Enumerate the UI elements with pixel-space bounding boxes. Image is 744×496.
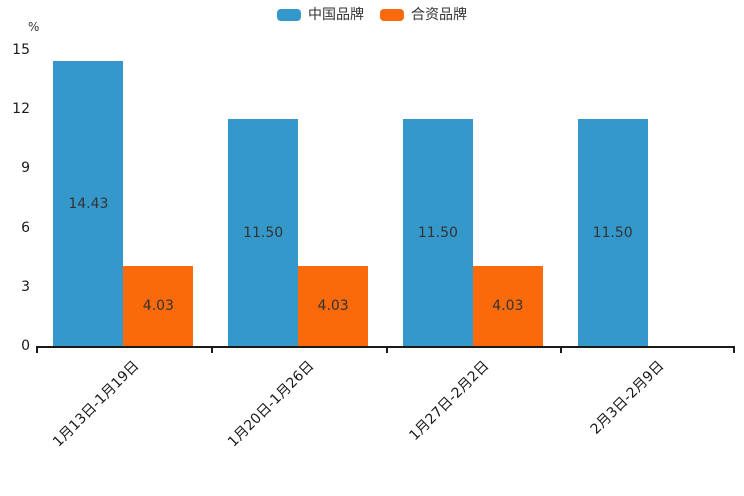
y-tick-label: 12 (12, 101, 30, 118)
legend-item-joint-venture-brands[interactable]: 合资品牌 (380, 8, 467, 22)
legend-label-china-brands: 中国品牌 (308, 7, 364, 23)
x-axis-tick (36, 348, 38, 353)
legend-swatch-china-brands-icon (277, 9, 301, 21)
x-axis-line (36, 346, 735, 348)
bar-value-label: 4.03 (492, 298, 524, 315)
legend-item-china-brands[interactable]: 中国品牌 (277, 8, 364, 22)
bar-value-label: 11.50 (592, 224, 633, 241)
bar-value-label: 11.50 (417, 224, 458, 241)
y-tick-label: 15 (12, 42, 30, 58)
x-category-label: 1月13日-1月19日 (50, 358, 143, 451)
bar-value-label: 4.03 (142, 298, 174, 315)
legend: 中国品牌 合资品牌 (0, 8, 744, 22)
bar-value-label: 4.03 (317, 298, 349, 315)
bar-中国品牌-1月13日-1月19日[interactable] (53, 61, 124, 346)
y-tick-label: 3 (21, 278, 30, 295)
x-axis-tick (385, 348, 388, 353)
legend-label-joint-venture-brands: 合资品牌 (411, 7, 467, 23)
x-axis-tick (560, 348, 563, 353)
bar-合资品牌-1月20日-1月26日[interactable] (298, 266, 369, 346)
x-axis-tick (210, 348, 213, 353)
bar-合资品牌-1月13日-1月19日[interactable] (123, 266, 194, 346)
plot-area: 14.43 4.03 1月13日-1月19日 11.50 4.03 1月20日-1月26日… (36, 50, 735, 450)
x-axis-tick (733, 348, 735, 353)
bar-value-label: 11.50 (243, 224, 284, 241)
bar-中国品牌-1月20日-1月26日[interactable] (228, 119, 299, 346)
legend-swatch-joint-venture-brands-icon (380, 9, 404, 21)
y-tick-label: 0 (21, 338, 30, 354)
bar-中国品牌-2月3日-2月9日[interactable] (577, 119, 648, 346)
y-tick-label: 9 (21, 160, 30, 177)
y-axis-unit-label: % (28, 20, 40, 34)
y-tick-label: 6 (21, 219, 30, 236)
bar-合资品牌-1月27日-2月2日[interactable] (472, 266, 543, 346)
bar-中国品牌-1月27日-2月2日[interactable] (402, 119, 473, 346)
bar-value-label: 14.43 (68, 195, 109, 212)
